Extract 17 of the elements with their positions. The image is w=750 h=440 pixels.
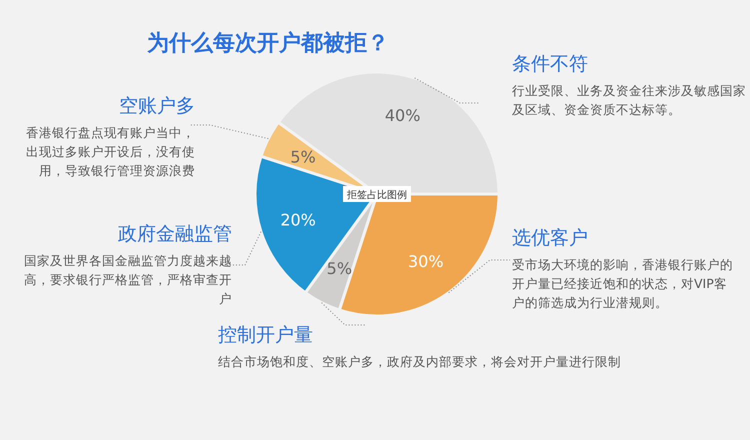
text: 受市场大环境的影响，香港银行账户的开户量已经接近饱和的状态，对VIP客户的筛选成为行业潜规则。 — [512, 257, 733, 310]
text: 结合市场饱和度、空账户多，政府及内部要求，将会对开户量进行限制 — [218, 354, 621, 369]
slice-label: 条件不符 — [512, 53, 588, 75]
slice-label: 空账户多 — [119, 95, 195, 117]
data-label: 5% — [290, 147, 316, 166]
slice-label: 政府金融监管 — [118, 223, 232, 245]
data-label: 5% — [326, 258, 352, 278]
data-label: 20% — [280, 210, 316, 230]
text: 拒签占比图例 — [346, 189, 407, 201]
text: 国家及世界各国金融监管力度越来越高，要求银行严格监管，严格审查开户 — [24, 253, 232, 306]
text: 香港银行盘点现有账户当中，出现过多账户开设后，没有使用，导致银行管理资源浪费 — [26, 125, 195, 178]
slice-label: 选优客户 — [512, 227, 588, 249]
data-label: 40% — [384, 106, 420, 126]
slice-label: 控制开户量 — [218, 324, 313, 346]
text: 行业受限、业务及资金往来涉及敏感国家及区域、资金资质不达标等。 — [512, 83, 746, 117]
data-label: 30% — [408, 252, 444, 272]
chart-title: 为什么每次开户都被拒？ — [147, 30, 389, 56]
